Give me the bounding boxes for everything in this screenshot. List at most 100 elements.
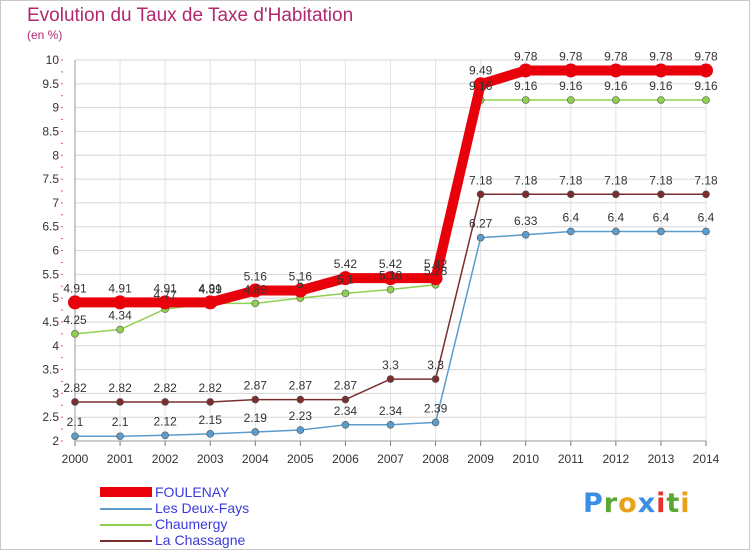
data-point <box>71 330 79 338</box>
data-label: 5.28 <box>424 264 448 278</box>
data-label: 9.16 <box>649 79 673 93</box>
data-point <box>296 395 305 404</box>
data-point <box>71 398 79 406</box>
logo-letter: o <box>618 488 638 519</box>
data-label: 2.87 <box>289 379 313 393</box>
data-label: 2.87 <box>334 379 358 393</box>
data-point <box>431 418 440 427</box>
data-label: 9.16 <box>604 79 628 93</box>
data-point <box>341 289 350 298</box>
data-label: 2.87 <box>244 379 268 393</box>
data-point <box>428 271 443 286</box>
y-tick-label: 3 <box>52 386 59 400</box>
x-tick-label: 2003 <box>197 452 224 466</box>
data-label: 4.91 <box>199 281 223 295</box>
y-tick-label: 10 <box>46 53 60 67</box>
y-tick-label: 6 <box>52 244 59 258</box>
data-point <box>612 190 620 199</box>
data-label: 4.91 <box>153 281 177 295</box>
x-tick-label: 2000 <box>62 452 89 466</box>
data-point <box>566 190 575 199</box>
data-point <box>473 77 488 92</box>
data-label: 2.23 <box>289 409 313 423</box>
data-label: 2.12 <box>153 414 177 428</box>
data-point <box>251 428 260 436</box>
x-tick-label: 2011 <box>558 452 584 466</box>
logo-letter: i <box>680 488 691 519</box>
legend-label-chaumergy: Chaumergy <box>155 516 228 532</box>
logo-letter: P <box>583 488 604 519</box>
y-tick-label: 8.5 <box>42 124 59 138</box>
x-tick-label: 2013 <box>648 452 675 466</box>
y-tick-label: 7.5 <box>42 172 59 186</box>
data-label: 9.78 <box>694 49 718 63</box>
x-tick-label: 2012 <box>603 452 630 466</box>
x-tick-label: 2005 <box>287 452 314 466</box>
data-label: 9.16 <box>694 79 718 93</box>
data-point <box>702 190 710 199</box>
data-point <box>203 295 218 310</box>
logo-letter: x <box>637 488 657 519</box>
data-label: 7.18 <box>694 173 718 187</box>
data-label: 2.15 <box>199 413 223 427</box>
data-point <box>71 432 79 441</box>
data-point <box>521 96 530 104</box>
data-point <box>431 375 440 383</box>
x-tick-label: 2009 <box>467 452 494 466</box>
data-label: 5.16 <box>289 270 313 284</box>
data-label: 7.18 <box>649 173 673 187</box>
data-label: 4.91 <box>63 281 87 295</box>
data-label: 4.89 <box>199 282 223 296</box>
data-point <box>116 398 124 406</box>
y-tick-label: 9.5 <box>42 77 59 91</box>
data-label: 9.16 <box>559 79 583 93</box>
data-point <box>612 227 620 236</box>
legend-swatch-chaumergy <box>100 524 152 526</box>
legend-label-les-deux-fays: Les Deux-Fays <box>155 500 250 516</box>
y-tick-label: 4.5 <box>42 315 59 329</box>
data-point <box>657 227 665 236</box>
x-tick-label: 2006 <box>332 452 359 466</box>
data-label: 9.78 <box>604 49 628 63</box>
data-point <box>608 63 623 78</box>
data-label: 9.78 <box>649 49 673 63</box>
data-label: 9.78 <box>514 49 538 63</box>
data-point <box>702 227 710 236</box>
y-tick-label: 8 <box>52 148 59 162</box>
x-tick-label: 2008 <box>422 452 449 466</box>
y-tick-label: 5.5 <box>42 267 59 281</box>
data-label: 5.42 <box>424 257 448 271</box>
data-point <box>566 96 575 104</box>
legend-swatch-les-deux-fays <box>100 508 152 510</box>
data-point <box>699 63 713 78</box>
y-tick-label: 6.5 <box>42 220 59 234</box>
x-tick-label: 2002 <box>152 452 179 466</box>
y-tick-label: 2 <box>52 434 59 448</box>
data-point <box>116 432 124 441</box>
data-label: 9.49 <box>469 63 493 77</box>
data-point <box>386 375 395 383</box>
data-label: 2.34 <box>379 404 403 418</box>
data-label: 2.1 <box>112 415 129 429</box>
data-label: 9.16 <box>469 79 493 93</box>
data-point <box>383 271 398 286</box>
data-label: 3.3 <box>382 358 399 372</box>
proxiti-logo: Proxiti <box>583 488 691 519</box>
unit-label: (en %) <box>27 28 63 42</box>
data-point <box>161 431 169 440</box>
data-point <box>386 285 395 294</box>
data-label: 7.18 <box>469 173 493 187</box>
data-label: 6.4 <box>698 210 715 224</box>
data-point <box>338 271 353 286</box>
data-point <box>251 395 260 404</box>
legend-swatch-la-chassagne <box>100 540 152 542</box>
x-tick-label: 2004 <box>242 452 269 466</box>
data-point <box>293 283 308 298</box>
data-label: 6.33 <box>514 214 538 228</box>
data-point <box>341 421 350 429</box>
data-label: 4.25 <box>63 313 87 327</box>
data-point <box>206 398 215 406</box>
data-label: 7.18 <box>514 173 538 187</box>
y-tick-label: 9 <box>52 101 59 115</box>
